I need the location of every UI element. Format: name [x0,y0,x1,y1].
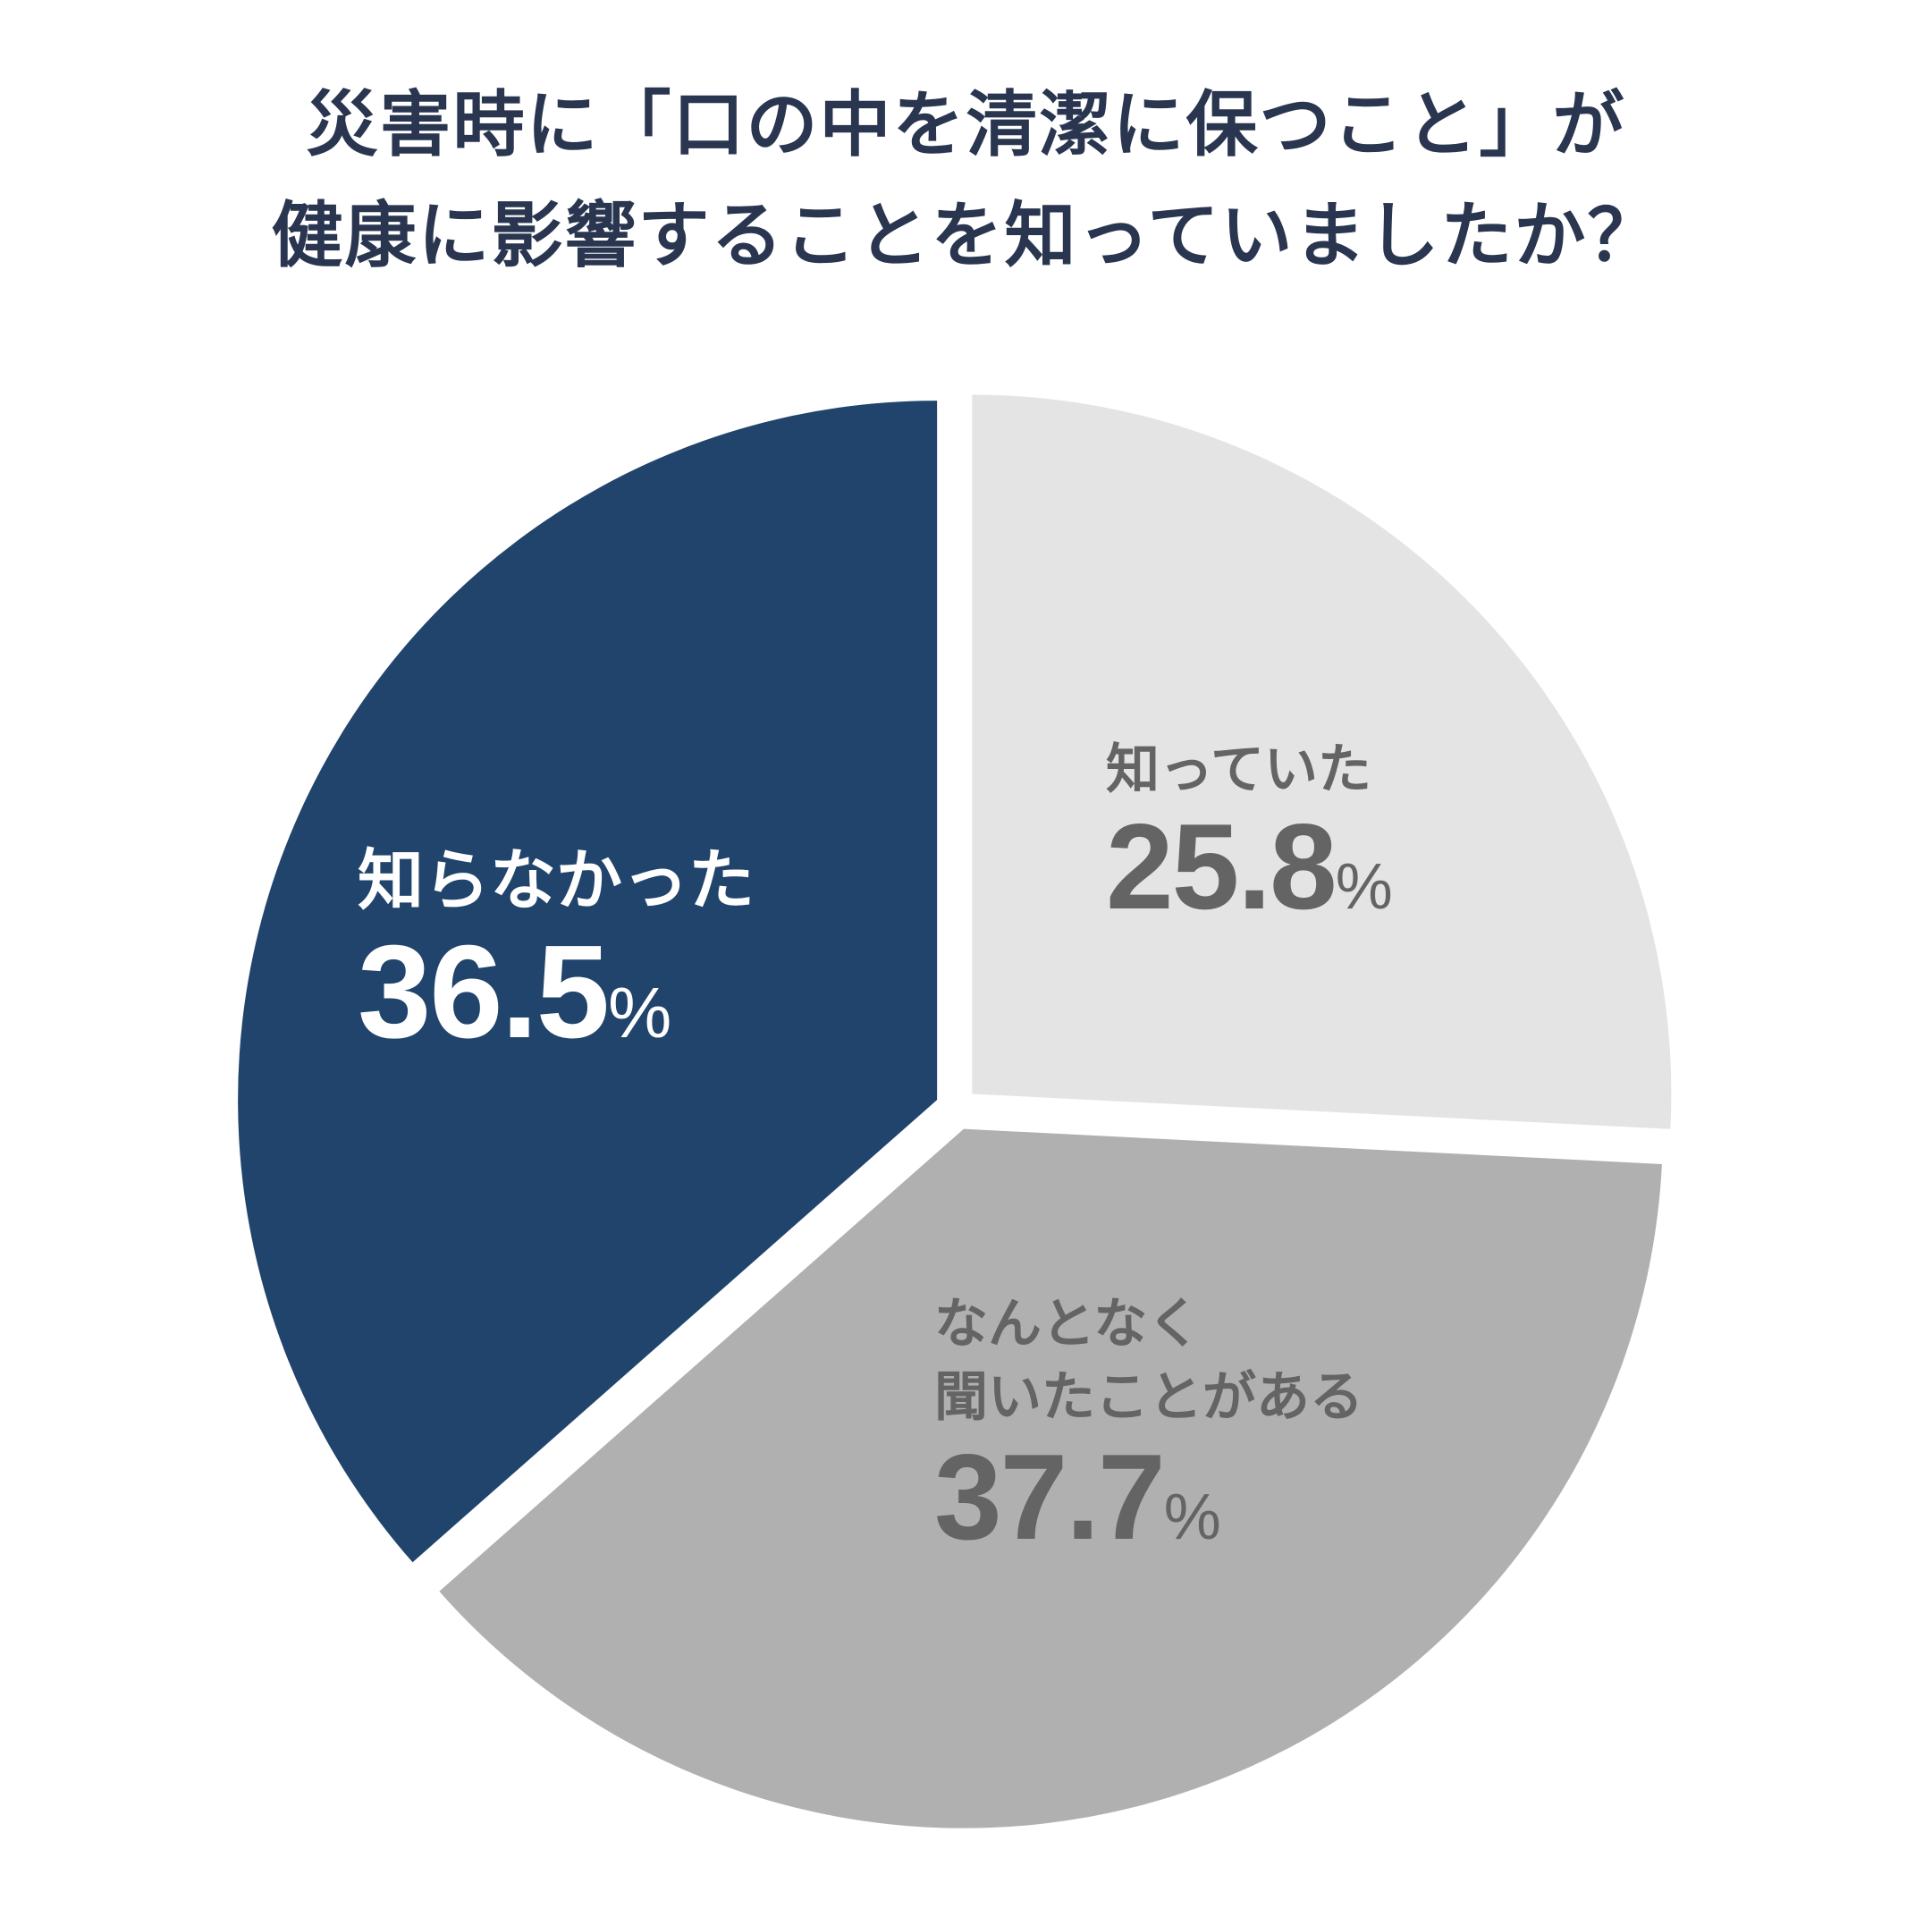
slice-name-did-not-know: 知らなかった [358,842,755,919]
slice-did-not-know [238,401,938,1563]
slice-knew [972,394,1672,1129]
slice-name-vaguely-heard-line-2: 聞いたことがある [934,1366,1363,1429]
chart-title-line-1: 災害時に「口の中を清潔に保つこと」が [306,83,1626,166]
slice-value-did-not-know-number: 36.5 [358,918,610,1066]
slice-value-did-not-know-unit: % [608,973,672,1052]
slice-label-knew: 知っていた 25.8% [1106,731,1393,945]
slice-value-knew-unit: % [1335,851,1393,923]
slice-value-did-not-know: 36.5% [358,925,755,1080]
slice-value-knew: 25.8% [1106,806,1393,945]
slice-label-did-not-know: 知らなかった 36.5% [358,836,755,1080]
slice-name-knew: 知っていた [1106,739,1371,801]
slice-value-vaguely-heard-unit: % [1163,1482,1221,1553]
slice-name-vaguely-heard-line-1: なんとなく [934,1293,1202,1355]
chart-title: 災害時に「口の中を清潔に保つこと」が 健康に影響することを知っていましたか？ [0,70,1932,291]
slice-value-knew-number: 25.8 [1106,798,1337,934]
slice-vaguely-heard [439,1128,1662,1828]
chart-title-line-2: 健康に影響することを知っていましたか？ [271,194,1661,277]
slice-label-vaguely-heard: なんとなく 聞いたことがある 37.7% [934,1288,1363,1580]
slice-value-vaguely-heard-number: 37.7 [934,1429,1166,1565]
slice-value-vaguely-heard: 37.7% [934,1434,1363,1580]
